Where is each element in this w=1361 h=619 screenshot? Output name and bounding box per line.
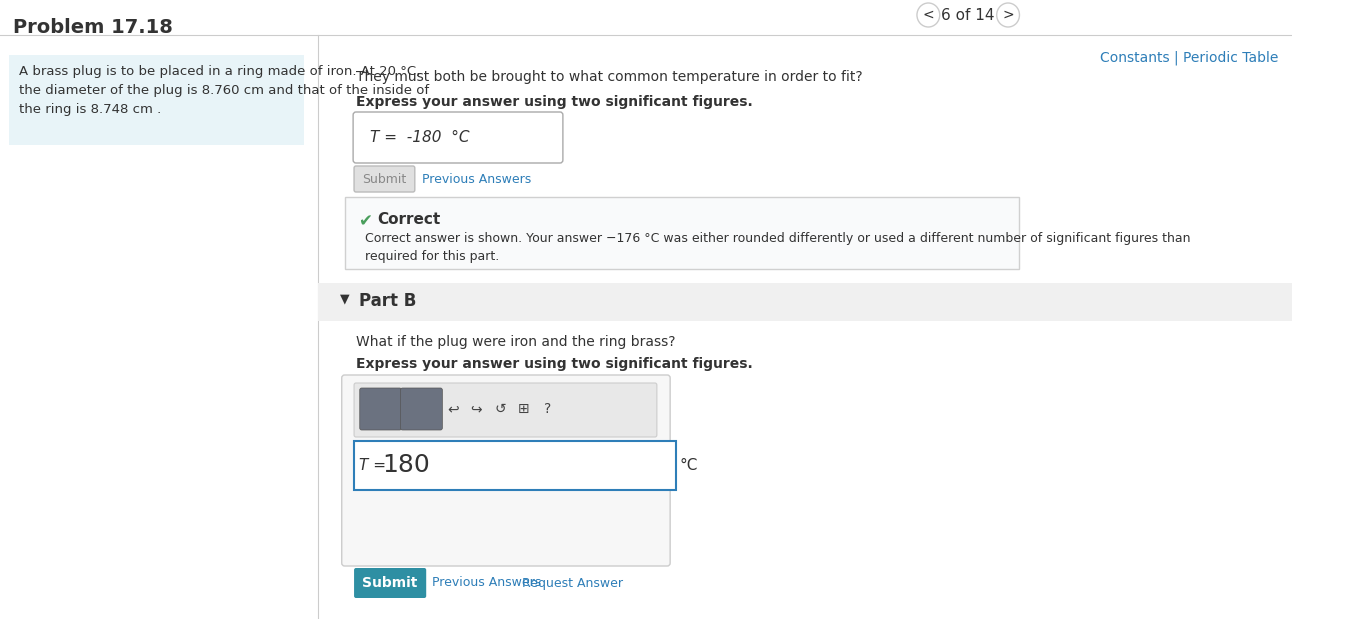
FancyBboxPatch shape	[354, 383, 657, 437]
Text: ✔: ✔	[358, 212, 372, 230]
Text: Problem 17.18: Problem 17.18	[14, 18, 173, 37]
FancyBboxPatch shape	[318, 35, 1292, 619]
FancyBboxPatch shape	[354, 568, 426, 598]
Text: What if the plug were iron and the ring brass?: What if the plug were iron and the ring …	[357, 335, 675, 349]
Text: A brass plug is to be placed in a ring made of iron. At 20 °C,
the diameter of t: A brass plug is to be placed in a ring m…	[19, 65, 429, 116]
FancyBboxPatch shape	[354, 441, 676, 490]
Text: ↪: ↪	[471, 402, 482, 416]
Text: ↩: ↩	[446, 402, 459, 416]
Text: Previous Answers: Previous Answers	[431, 576, 542, 589]
FancyBboxPatch shape	[318, 283, 1292, 321]
Text: Submit: Submit	[362, 576, 418, 590]
Text: Constants | Periodic Table: Constants | Periodic Table	[1100, 50, 1278, 64]
Text: °C: °C	[679, 457, 698, 472]
Text: ↺: ↺	[494, 402, 506, 416]
Text: Part B: Part B	[359, 292, 416, 310]
Text: Express your answer using two significant figures.: Express your answer using two significan…	[357, 95, 753, 109]
FancyBboxPatch shape	[400, 388, 442, 430]
FancyBboxPatch shape	[0, 0, 1292, 619]
Text: T =: T =	[359, 457, 385, 472]
FancyBboxPatch shape	[10, 55, 304, 145]
FancyBboxPatch shape	[352, 112, 563, 163]
Text: T =  -180  °C: T = -180 °C	[370, 129, 470, 144]
Text: Previous Answers: Previous Answers	[422, 173, 532, 186]
Text: They must both be brought to what common temperature in order to fit?: They must both be brought to what common…	[357, 70, 863, 84]
Text: ?: ?	[544, 402, 551, 416]
Text: Request Answer: Request Answer	[523, 576, 623, 589]
Text: 6 of 14: 6 of 14	[942, 7, 995, 22]
Circle shape	[996, 3, 1019, 27]
Text: ■√□: ■√□	[370, 404, 391, 413]
Circle shape	[917, 3, 939, 27]
Text: Correct answer is shown. Your answer −176 °C was either rounded differently or u: Correct answer is shown. Your answer −17…	[366, 232, 1191, 263]
Text: >: >	[1002, 8, 1014, 22]
Text: Correct: Correct	[377, 212, 440, 227]
Text: ΑΣφ: ΑΣφ	[411, 404, 433, 414]
Text: ⊞: ⊞	[519, 402, 529, 416]
Text: 180: 180	[382, 453, 430, 477]
FancyBboxPatch shape	[359, 388, 401, 430]
FancyBboxPatch shape	[344, 197, 1018, 269]
Text: Submit: Submit	[362, 173, 407, 186]
Text: <: <	[923, 8, 934, 22]
Text: Express your answer using two significant figures.: Express your answer using two significan…	[357, 357, 753, 371]
FancyBboxPatch shape	[342, 375, 670, 566]
FancyBboxPatch shape	[354, 166, 415, 192]
Text: ▼: ▼	[340, 292, 350, 305]
